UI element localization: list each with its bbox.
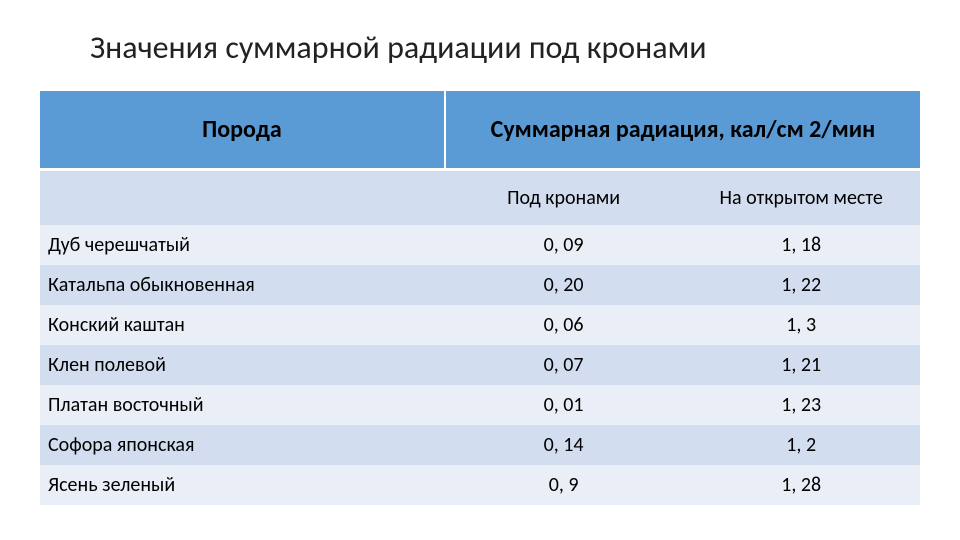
col-under-crown-header: Под кронами bbox=[445, 169, 683, 225]
table-row: Платан восточный 0, 01 1, 23 bbox=[40, 385, 920, 425]
col-open-area-header: На открытом месте bbox=[682, 169, 920, 225]
radiation-table: Порода Суммарная радиация, кал/см 2/мин … bbox=[40, 91, 920, 505]
cell-under-crown: 0, 07 bbox=[445, 345, 683, 385]
cell-open-area: 1, 3 bbox=[682, 305, 920, 345]
cell-under-crown: 0, 20 bbox=[445, 265, 683, 305]
cell-open-area: 1, 28 bbox=[682, 465, 920, 505]
table-header-row: Порода Суммарная радиация, кал/см 2/мин bbox=[40, 91, 920, 169]
cell-species: Дуб черешчатый bbox=[40, 225, 445, 265]
cell-species: Конский каштан bbox=[40, 305, 445, 345]
cell-species: Катальпа обыкновенная bbox=[40, 265, 445, 305]
cell-open-area: 1, 21 bbox=[682, 345, 920, 385]
table-row: Ясень зеленый 0, 9 1, 28 bbox=[40, 465, 920, 505]
table-row: Катальпа обыкновенная 0, 20 1, 22 bbox=[40, 265, 920, 305]
col-species-header: Порода bbox=[40, 91, 445, 169]
cell-open-area: 1, 22 bbox=[682, 265, 920, 305]
table-row: Дуб черешчатый 0, 09 1, 18 bbox=[40, 225, 920, 265]
table-row: Конский каштан 0, 06 1, 3 bbox=[40, 305, 920, 345]
table-subheader-row: Под кронами На открытом месте bbox=[40, 169, 920, 225]
cell-under-crown: 0, 14 bbox=[445, 425, 683, 465]
cell-species: Софора японская bbox=[40, 425, 445, 465]
cell-open-area: 1, 2 bbox=[682, 425, 920, 465]
cell-under-crown: 0, 06 bbox=[445, 305, 683, 345]
table-row: Софора японская 0, 14 1, 2 bbox=[40, 425, 920, 465]
cell-species: Платан восточный bbox=[40, 385, 445, 425]
cell-open-area: 1, 18 bbox=[682, 225, 920, 265]
cell-under-crown: 0, 01 bbox=[445, 385, 683, 425]
col-radiation-header: Суммарная радиация, кал/см 2/мин bbox=[445, 91, 920, 169]
cell-species: Ясень зеленый bbox=[40, 465, 445, 505]
cell-under-crown: 0, 9 bbox=[445, 465, 683, 505]
page-title: Значения суммарной радиации под кронами bbox=[90, 28, 920, 67]
col-species-subheader bbox=[40, 169, 445, 225]
table-row: Клен полевой 0, 07 1, 21 bbox=[40, 345, 920, 385]
cell-under-crown: 0, 09 bbox=[445, 225, 683, 265]
cell-species: Клен полевой bbox=[40, 345, 445, 385]
cell-open-area: 1, 23 bbox=[682, 385, 920, 425]
